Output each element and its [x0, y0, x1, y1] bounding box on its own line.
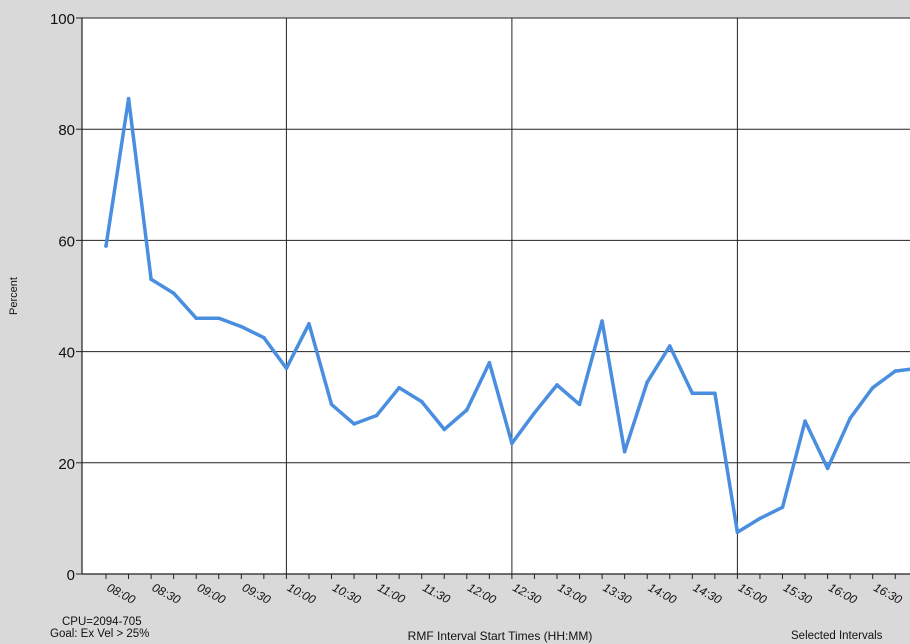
data-point	[171, 291, 176, 296]
x-tick-label: 11:30	[420, 580, 453, 606]
selected-intervals-label: Selected Intervals	[791, 630, 883, 642]
data-point	[239, 324, 244, 329]
plot-area	[82, 18, 910, 574]
y-tick-label: 60	[58, 233, 75, 250]
data-point	[104, 244, 108, 248]
data-point	[352, 422, 356, 426]
data-point	[374, 413, 379, 418]
data-point	[149, 277, 153, 282]
data-point	[848, 416, 852, 421]
y-tick-label: 0	[67, 567, 75, 584]
data-point	[758, 516, 762, 521]
x-tick-label: 15:00	[736, 580, 769, 607]
x-tick-label: 09:00	[195, 580, 228, 607]
x-tick-label: 10:00	[285, 580, 318, 607]
x-tick-label: 16:30	[871, 580, 904, 607]
goal-info: Goal: Ex Vel > 25%	[50, 628, 150, 640]
data-point	[870, 385, 875, 390]
data-point	[442, 427, 447, 432]
data-point	[690, 391, 695, 396]
x-tick-labels: 08:00 08:30 09:00 09:30 10:00 10:30 11:00 11:30…	[105, 580, 905, 607]
x-tick-label: 12:30	[510, 580, 543, 607]
data-point	[893, 369, 898, 373]
x-tick-label: 15:30	[781, 580, 814, 607]
x-tick-label: 08:30	[150, 580, 183, 607]
data-point	[307, 322, 311, 326]
x-tick-label: 13:00	[556, 580, 589, 607]
y-tick-label: 20	[58, 456, 75, 473]
data-point	[577, 402, 582, 407]
gridlines	[76, 17, 910, 579]
data-point	[667, 344, 672, 348]
x-tick-label: 16:00	[826, 580, 859, 607]
data-point	[510, 441, 514, 446]
data-point	[622, 449, 627, 454]
data-point	[645, 380, 649, 384]
cpu-info: CPU=2094-705	[62, 616, 142, 628]
data-point	[194, 316, 198, 321]
data-point	[216, 316, 221, 321]
data-point	[780, 505, 785, 510]
x-tick-label: 11:00	[375, 580, 408, 606]
x-tick-label: 14:30	[691, 580, 724, 607]
data-point	[262, 335, 266, 340]
data-point	[803, 419, 807, 423]
data-point	[126, 96, 131, 101]
x-tick-label: 08:00	[105, 580, 138, 607]
data-point	[465, 408, 469, 412]
data-point	[825, 466, 830, 471]
x-tick-label: 09:30	[240, 580, 273, 607]
data-point	[600, 319, 604, 323]
data-point	[532, 410, 537, 415]
data-point	[735, 530, 740, 535]
y-tick-label: 100	[50, 11, 75, 28]
x-axis-label: RMF Interval Start Times (HH:MM)	[408, 629, 593, 643]
y-axis-label: Percent	[8, 277, 20, 315]
x-tick-label: 12:00	[465, 580, 498, 607]
data-point	[487, 360, 492, 365]
x-tick-label: 10:30	[330, 580, 363, 607]
data-point	[397, 385, 401, 390]
x-tick-label: 14:00	[646, 580, 679, 607]
data-point	[713, 391, 717, 396]
data-point	[284, 366, 289, 371]
y-tick-label: 80	[58, 122, 75, 139]
y-tick-labels: 0 20 40 60 80 100	[50, 11, 75, 584]
x-tick-label: 13:30	[601, 580, 634, 607]
series-layer	[104, 96, 910, 535]
y-tick-label: 40	[58, 345, 75, 362]
data-point	[555, 383, 559, 387]
data-point	[419, 399, 424, 404]
data-point	[329, 402, 334, 407]
